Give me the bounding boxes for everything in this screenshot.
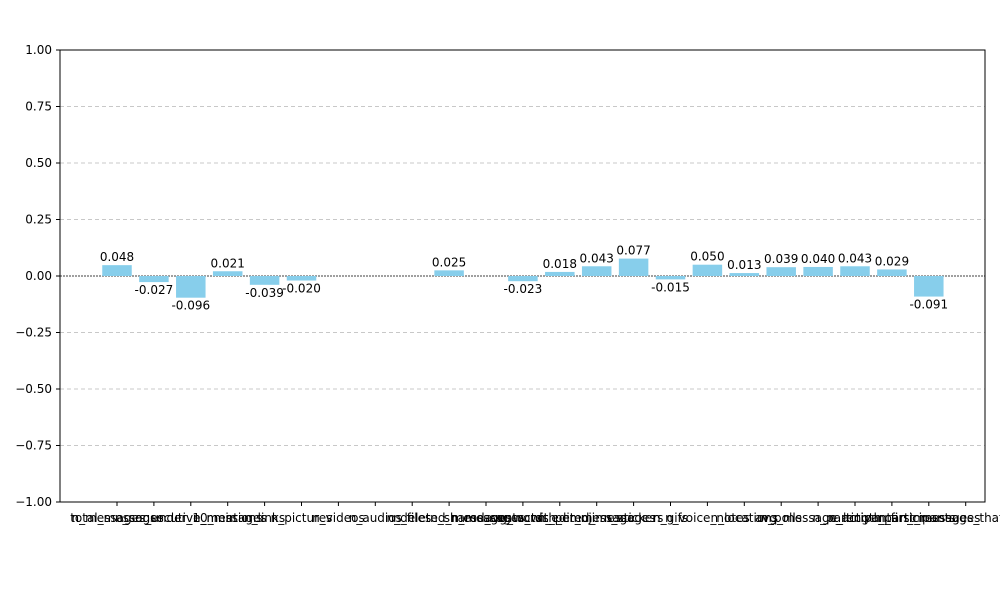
bar (176, 276, 206, 298)
data-label: 0.013 (727, 258, 761, 272)
y-tick-label: −0.25 (15, 326, 52, 340)
y-tick-label: 1.00 (25, 43, 52, 57)
y-tick-label: −0.75 (15, 439, 52, 453)
bar (803, 266, 833, 276)
data-label: 0.029 (875, 254, 909, 268)
bar (139, 276, 169, 283)
x-tick-label: n_first_messages (877, 511, 980, 525)
bar (692, 264, 723, 276)
x-tick-label: n_active_participants (828, 511, 956, 525)
x-tick-label: n_mentions (193, 511, 263, 525)
bar (545, 271, 575, 276)
bar (877, 269, 907, 276)
data-label: -0.096 (171, 299, 210, 313)
bar (212, 271, 243, 276)
data-label: 0.039 (764, 252, 798, 266)
bar (102, 265, 132, 276)
bar (618, 258, 649, 276)
data-label: 0.077 (616, 244, 650, 258)
x-tick-label: n_audios (349, 511, 402, 525)
y-tick-label: 0.25 (25, 213, 52, 227)
x-tick-label: n_videos (312, 511, 365, 525)
x-tick-label: n_shared_contacts (430, 511, 542, 525)
x-tick-label: avg_words_per_message (485, 511, 635, 525)
x-tick-label: n_links (244, 511, 285, 525)
y-tick-label: 0.75 (25, 100, 52, 114)
data-label: -0.039 (245, 286, 284, 300)
x-tick-label: n_locations (711, 511, 778, 525)
axes: −1.00 −0.75 −0.50 −0.25 0.00 0.25 0.50 0.75 1.00… (15, 43, 1000, 525)
x-tick-label: n_participants (812, 511, 897, 525)
x-tick-label: avg_message_length (755, 511, 881, 525)
x-tick-label: n_files (393, 511, 431, 525)
x-tick-label: total_messages (70, 511, 164, 525)
bar (914, 276, 944, 297)
data-label: 0.050 (690, 250, 724, 264)
data-label: 0.021 (211, 256, 245, 270)
bar (581, 266, 612, 276)
data-labels: 0.048 -0.027 -0.096 0.021 -0.039-0.020 0.025 -… (100, 244, 948, 313)
data-label: -0.023 (504, 282, 543, 296)
data-label: 0.043 (580, 251, 614, 265)
y-tick-label: 0.00 (25, 269, 52, 283)
x-tick-label: n_consecutive_messages (115, 511, 267, 525)
bar (729, 273, 760, 276)
data-label: 0.025 (432, 255, 466, 269)
bar (508, 276, 538, 282)
data-label: -0.020 (282, 282, 321, 296)
data-label: -0.015 (651, 280, 690, 294)
data-label: 0.040 (801, 252, 835, 266)
y-tick-label: −1.00 (15, 495, 52, 509)
x-tick-label: n_deleted_messages (386, 511, 511, 525)
y-tick-label: −0.50 (15, 382, 52, 396)
bar (766, 267, 796, 276)
y-tick-label: 0.50 (25, 156, 52, 170)
bar (249, 276, 280, 285)
data-label: -0.027 (135, 283, 174, 297)
x-tick-label: n_messages_with_emoji (451, 511, 595, 525)
x-tick-label: n_stickers (604, 511, 664, 525)
data-label: -0.091 (909, 298, 948, 312)
bar (840, 266, 870, 276)
data-label: 0.043 (838, 251, 872, 265)
bar (286, 276, 317, 281)
bar (655, 276, 686, 280)
x-tick-label: n_voice_notes (665, 511, 750, 525)
x-tick-label: n_messages_that_day (900, 511, 1000, 525)
x-tick-label: n_gifs (653, 511, 688, 525)
data-label: 0.018 (543, 257, 577, 271)
bar (434, 270, 464, 276)
data-label: 0.048 (100, 250, 134, 264)
x-tick-label: n_pictures (271, 511, 333, 525)
x-tick-label: n_polls (760, 511, 801, 525)
x-tick-label: n_messages_under_10_min (71, 511, 236, 525)
bars (102, 258, 944, 298)
x-tick-label: n_edited_messages (538, 511, 656, 525)
